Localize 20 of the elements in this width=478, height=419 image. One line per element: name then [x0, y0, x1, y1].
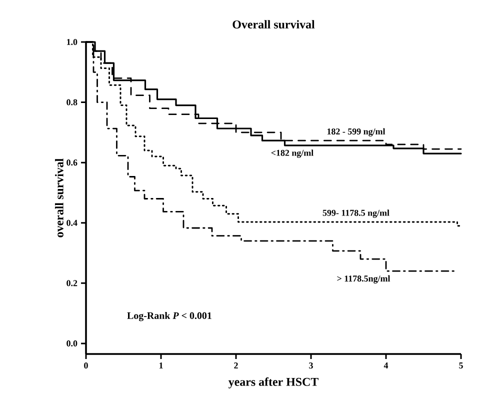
- y-tick-label: 0.6: [66, 160, 78, 166]
- y-tick-label: 0.0: [66, 340, 78, 346]
- series-label: 182 - 599 ng/ml: [327, 128, 386, 136]
- y-tick-label: 0.8: [66, 99, 78, 106]
- x-axis-title: years after HSCT: [228, 377, 318, 388]
- x-tick-label: 1: [159, 362, 163, 368]
- series-label: <182 ng/ml: [271, 150, 314, 158]
- series-label: > 1178.5ng/ml: [337, 275, 390, 284]
- x-tick-label: 4: [384, 362, 388, 368]
- x-tick-label: 0: [84, 362, 88, 369]
- y-tick-label: 0.2: [66, 280, 78, 286]
- series-label: 599- 1178.5 ng/ml: [322, 210, 390, 218]
- chart-title: Overall survival: [232, 20, 315, 29]
- x-tick-label: 3: [309, 362, 313, 369]
- annotation: Log-Rank P < 0.001: [127, 312, 212, 322]
- y-tick-label: 1.0: [67, 38, 78, 46]
- y-tick-label: 0.4: [66, 220, 78, 226]
- x-tick-label: 5: [459, 362, 463, 368]
- x-tick-label: 2: [234, 362, 238, 368]
- y-axis-title: overall survival: [54, 158, 64, 238]
